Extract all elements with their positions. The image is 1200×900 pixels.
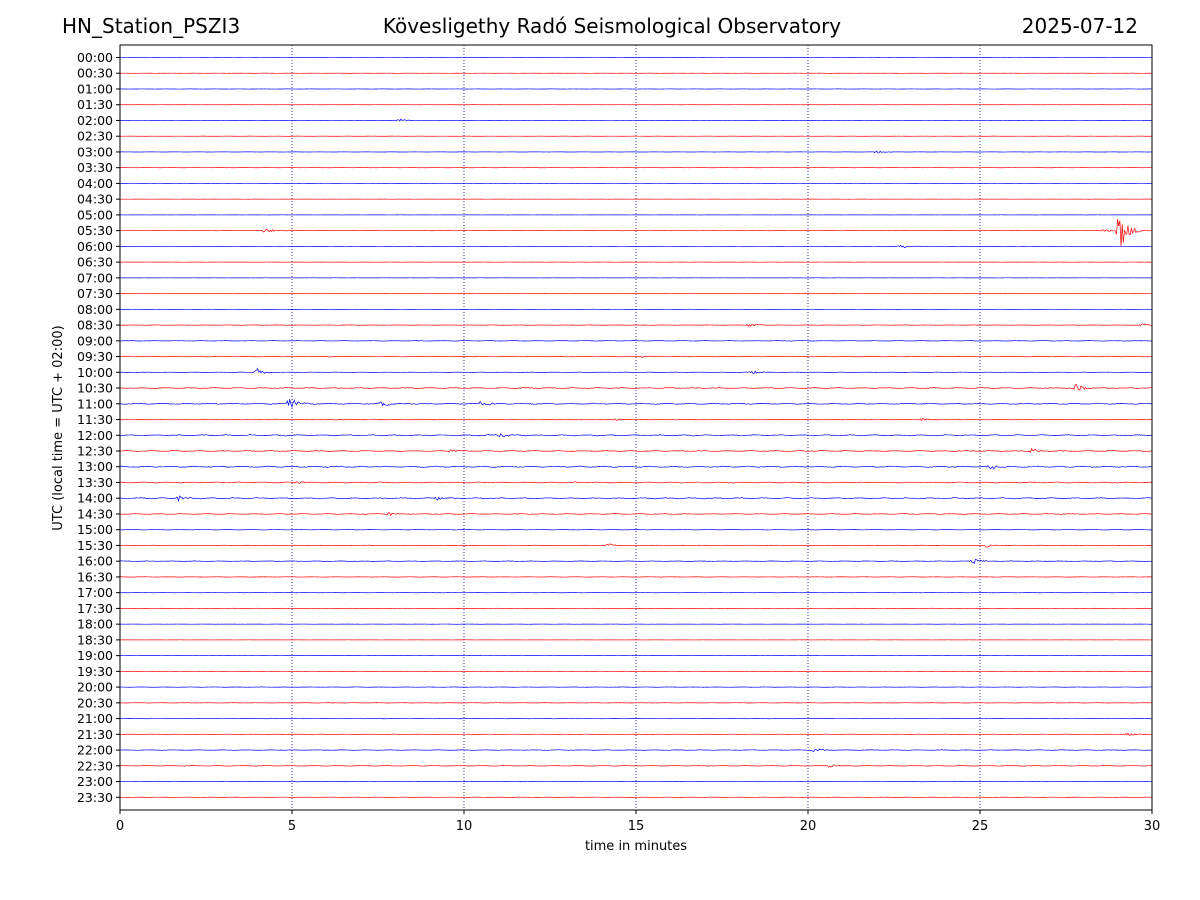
y-tick-label: 02:00 (77, 113, 113, 128)
trace-0900 (119, 340, 1153, 342)
y-tick-label: 17:00 (77, 585, 113, 600)
y-tick-label: 04:00 (77, 176, 113, 191)
x-tick-label: 15 (628, 819, 645, 834)
y-tick-label: 21:30 (77, 727, 113, 742)
trace-1500 (119, 529, 1153, 531)
y-tick-label: 16:30 (77, 569, 113, 584)
y-tick-label: 01:30 (77, 97, 113, 112)
y-tick-label: 03:30 (77, 160, 113, 175)
y-tick-label: 07:00 (77, 270, 113, 285)
x-tick-label: 20 (800, 819, 817, 834)
y-tick-label: 19:00 (77, 648, 113, 663)
trace-2200 (119, 748, 1153, 752)
y-tick-label: 12:30 (77, 444, 113, 459)
x-tick-label: 25 (972, 819, 989, 834)
y-axis-label: UTC (local time = UTC + 02:00) (51, 325, 66, 530)
y-tick-label: 05:00 (77, 207, 113, 222)
y-tick-label: 14:00 (77, 491, 113, 506)
y-tick-label: 16:00 (77, 554, 113, 569)
station-name: HN_Station_PSZI3 (62, 14, 241, 38)
y-tick-label: 10:00 (77, 365, 113, 380)
x-tick-label: 5 (288, 819, 296, 834)
y-tick-label: 06:30 (77, 255, 113, 270)
y-tick-label: 00:30 (77, 66, 113, 81)
y-tick-label: 00:00 (77, 50, 113, 65)
x-axis-label: time in minutes (585, 839, 687, 854)
y-tick-label: 15:00 (77, 522, 113, 537)
y-tick-label: 01:00 (77, 81, 113, 96)
y-tick-label: 18:30 (77, 632, 113, 647)
y-tick-label: 22:00 (77, 743, 113, 758)
x-tick-label: 30 (1144, 819, 1161, 834)
y-tick-label: 23:30 (77, 790, 113, 805)
chart-date: 2025-07-12 (1021, 14, 1138, 38)
x-tick-label: 0 (116, 819, 124, 834)
trace-0200 (119, 118, 1153, 122)
y-tick-label: 03:00 (77, 144, 113, 159)
y-tick-label: 14:30 (77, 506, 113, 521)
y-tick-label: 11:00 (77, 396, 113, 411)
y-tick-label: 04:30 (77, 192, 113, 207)
vertical-gridlines (291, 45, 981, 810)
y-tick-label: 23:00 (77, 774, 113, 789)
trace-1030 (119, 383, 1153, 391)
x-tick-label: 10 (456, 819, 473, 834)
y-tick-label: 15:30 (77, 538, 113, 553)
y-tick-label: 18:00 (77, 617, 113, 632)
trace-1300 (119, 464, 1153, 470)
seismic-traces (119, 57, 1153, 798)
trace-1430 (119, 512, 1152, 517)
trace-1230 (119, 447, 1153, 453)
trace-1130 (119, 417, 1153, 422)
y-tick-label: 08:30 (77, 318, 113, 333)
y-tick-label: 20:00 (77, 680, 113, 695)
trace-0300 (119, 150, 1153, 154)
y-tick-label: 07:30 (77, 286, 113, 301)
y-tick-labels: 00:0000:3001:0001:3002:0002:3003:0003:30… (77, 50, 120, 805)
chart-title: Kövesligethy Radó Seismological Observat… (382, 14, 842, 38)
y-tick-label: 20:30 (77, 695, 113, 710)
y-tick-label: 13:30 (77, 475, 113, 490)
trace-1200 (119, 433, 1153, 438)
y-tick-label: 21:00 (77, 711, 113, 726)
trace-1400 (119, 495, 1153, 503)
y-tick-label: 10:30 (77, 381, 113, 396)
y-tick-label: 19:30 (77, 664, 113, 679)
trace-1100 (119, 399, 1153, 409)
trace-2230 (119, 764, 1153, 768)
trace-1000 (120, 367, 1152, 374)
plot-frame (119, 44, 1153, 811)
y-tick-label: 12:00 (77, 428, 113, 443)
y-tick-label: 05:30 (77, 223, 113, 238)
y-tick-label: 06:00 (77, 239, 113, 254)
trace-0930 (119, 355, 1153, 358)
trace-1530 (119, 543, 1153, 548)
y-tick-label: 13:00 (77, 459, 113, 474)
y-tick-label: 02:30 (77, 129, 113, 144)
y-tick-label: 11:30 (77, 412, 113, 427)
trace-0600 (119, 244, 1153, 248)
trace-2130 (119, 732, 1152, 736)
trace-1330 (119, 481, 1153, 484)
y-tick-label: 08:00 (77, 302, 113, 317)
trace-1600 (119, 559, 1153, 565)
trace-0530 (120, 219, 1153, 247)
y-tick-label: 22:30 (77, 758, 113, 773)
x-axis-ticks: 0 5 10 15 20 25 30 (116, 810, 1160, 834)
y-tick-label: 09:30 (77, 349, 113, 364)
trace-0830 (119, 323, 1153, 327)
y-tick-label: 17:30 (77, 601, 113, 616)
y-tick-label: 09:00 (77, 333, 113, 348)
